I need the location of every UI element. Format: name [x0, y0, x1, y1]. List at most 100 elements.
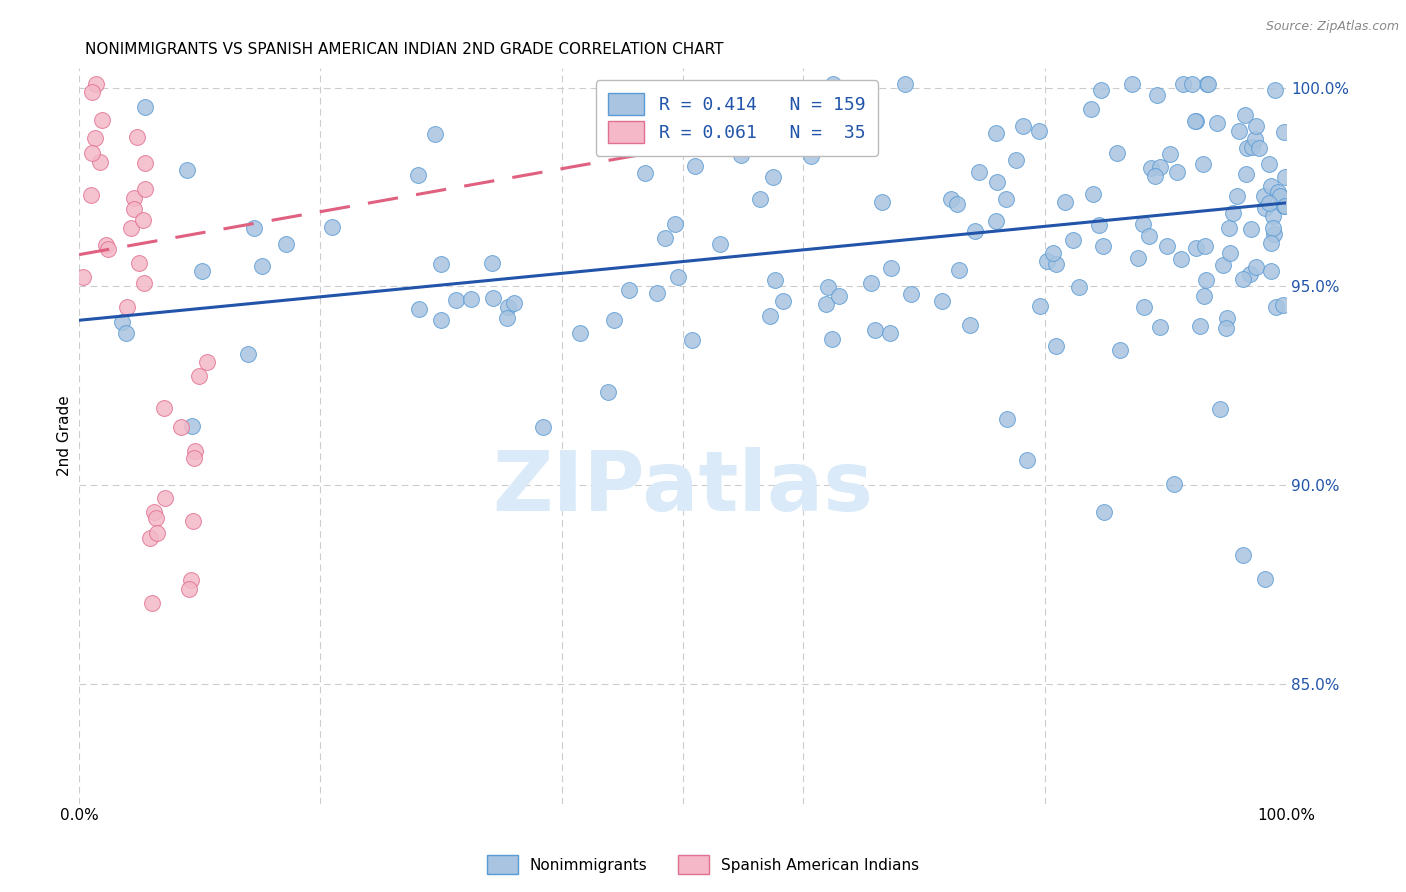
Point — [763, 273, 786, 287]
Point — [1042, 245, 1064, 260]
Point — [82, 85, 104, 99]
Point — [596, 384, 619, 399]
Point — [122, 191, 145, 205]
Point — [430, 313, 453, 327]
Point — [1254, 201, 1277, 215]
Point — [1146, 88, 1168, 103]
Point — [1194, 239, 1216, 253]
Point — [132, 212, 155, 227]
Point — [250, 259, 273, 273]
Point — [1260, 235, 1282, 250]
Point — [1274, 169, 1296, 184]
Point — [1185, 114, 1208, 128]
Point — [772, 293, 794, 308]
Point — [1272, 125, 1295, 139]
Point — [120, 221, 142, 235]
Point — [1222, 206, 1244, 220]
Point — [145, 525, 167, 540]
Point — [963, 224, 986, 238]
Point — [683, 159, 706, 173]
Point — [995, 411, 1018, 425]
Point — [1121, 77, 1143, 91]
Point — [986, 175, 1008, 189]
Point — [176, 162, 198, 177]
Point — [617, 283, 640, 297]
Point — [1244, 260, 1267, 275]
Point — [1053, 195, 1076, 210]
Point — [177, 582, 200, 596]
Point — [460, 292, 482, 306]
Point — [823, 77, 845, 91]
Point — [1270, 189, 1292, 203]
Point — [1260, 179, 1282, 194]
Point — [1132, 217, 1154, 231]
Point — [408, 301, 430, 316]
Point — [406, 169, 429, 183]
Point — [1105, 146, 1128, 161]
Point — [1232, 548, 1254, 562]
Point — [1253, 189, 1275, 203]
Point — [870, 194, 893, 209]
Point — [939, 192, 962, 206]
Point — [1088, 218, 1111, 232]
Point — [860, 276, 883, 290]
Point — [984, 126, 1007, 140]
Point — [1080, 102, 1102, 116]
Point — [1140, 161, 1163, 175]
Point — [1227, 124, 1250, 138]
Point — [817, 280, 839, 294]
Point — [141, 596, 163, 610]
Point — [1133, 300, 1156, 314]
Point — [645, 286, 668, 301]
Point — [1274, 199, 1296, 213]
Point — [709, 237, 731, 252]
Point — [569, 326, 592, 341]
Point — [170, 420, 193, 434]
Point — [603, 313, 626, 327]
Point — [820, 332, 842, 346]
Point — [654, 231, 676, 245]
Point — [444, 293, 467, 307]
Point — [1091, 238, 1114, 252]
Point — [1045, 257, 1067, 271]
Point — [80, 188, 103, 202]
Point — [1036, 254, 1059, 268]
Point — [80, 146, 103, 161]
Point — [1208, 402, 1230, 417]
Point — [634, 166, 657, 180]
Point — [1236, 141, 1258, 155]
Point — [931, 293, 953, 308]
Point — [111, 315, 134, 329]
Point — [187, 369, 209, 384]
Point — [89, 155, 111, 169]
Point — [984, 214, 1007, 228]
Point — [1144, 169, 1167, 183]
Point — [1192, 157, 1215, 171]
Point — [114, 326, 136, 340]
Point — [132, 276, 155, 290]
Point — [1219, 246, 1241, 260]
Point — [900, 286, 922, 301]
Point — [134, 182, 156, 196]
Point — [125, 130, 148, 145]
Point — [1109, 343, 1132, 358]
Point — [72, 270, 94, 285]
Point — [1159, 146, 1181, 161]
Point — [1260, 264, 1282, 278]
Point — [681, 333, 703, 347]
Point — [481, 256, 503, 270]
Legend: Nonimmigrants, Spanish American Indians: Nonimmigrants, Spanish American Indians — [481, 849, 925, 880]
Point — [1215, 321, 1237, 335]
Point — [945, 197, 967, 211]
Point — [153, 491, 176, 505]
Point — [1216, 310, 1239, 325]
Point — [948, 262, 970, 277]
Point — [1240, 221, 1263, 235]
Point — [1232, 272, 1254, 286]
Y-axis label: 2nd Grade: 2nd Grade — [58, 395, 72, 476]
Point — [1189, 319, 1212, 334]
Point — [91, 113, 114, 128]
Point — [1258, 196, 1281, 211]
Point — [1081, 186, 1104, 201]
Point — [1184, 114, 1206, 128]
